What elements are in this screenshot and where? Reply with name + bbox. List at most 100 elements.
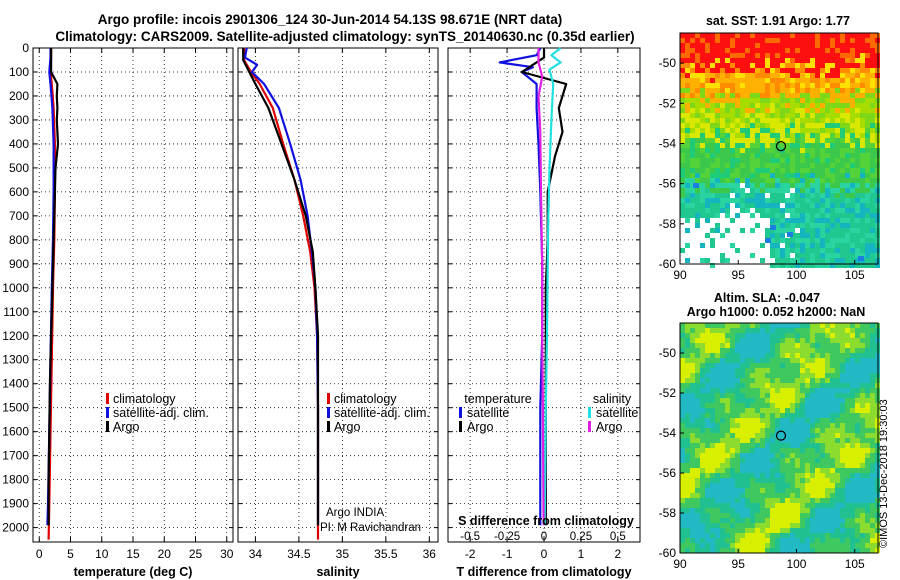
map-cell bbox=[775, 63, 780, 68]
map-cell bbox=[870, 548, 875, 553]
map-cell bbox=[695, 213, 700, 218]
map-cell bbox=[780, 38, 785, 43]
map-cell bbox=[690, 488, 695, 493]
map-cell bbox=[735, 418, 740, 423]
map-cell bbox=[845, 113, 850, 118]
map-cell bbox=[860, 248, 865, 253]
map-cell bbox=[860, 333, 865, 338]
map-cell bbox=[695, 103, 700, 108]
map-cell bbox=[705, 358, 710, 363]
map-cell bbox=[740, 508, 745, 513]
map-cell bbox=[780, 138, 785, 143]
map-cell bbox=[740, 323, 745, 328]
map-cell bbox=[770, 323, 775, 328]
map-cell bbox=[700, 63, 705, 68]
map-cell bbox=[750, 473, 755, 478]
map-cell bbox=[800, 448, 805, 453]
map-cell bbox=[810, 358, 815, 363]
map-cell bbox=[755, 118, 760, 123]
map-cell bbox=[730, 503, 735, 508]
map-cell bbox=[810, 83, 815, 88]
map-cell bbox=[680, 88, 685, 93]
map-cell bbox=[705, 503, 710, 508]
map-cell bbox=[830, 428, 835, 433]
map-cell bbox=[695, 48, 700, 53]
map-cell bbox=[805, 223, 810, 228]
map-cell bbox=[710, 453, 715, 458]
map-cell bbox=[845, 33, 850, 38]
map-cell bbox=[815, 508, 820, 513]
map-cell bbox=[735, 338, 740, 343]
map-cell bbox=[865, 218, 870, 223]
map-cell bbox=[835, 108, 840, 113]
map-cell bbox=[685, 73, 690, 78]
map-cell bbox=[815, 243, 820, 248]
map-cell bbox=[835, 238, 840, 243]
map-cell bbox=[710, 203, 715, 208]
map-cell bbox=[685, 503, 690, 508]
map-cell bbox=[765, 133, 770, 138]
map-cell bbox=[705, 38, 710, 43]
map-cell bbox=[805, 263, 810, 268]
map-cell bbox=[865, 128, 870, 133]
map-cell bbox=[835, 263, 840, 268]
map-cell bbox=[735, 263, 740, 268]
y-tick-label: -52 bbox=[659, 96, 677, 110]
map-cell bbox=[770, 168, 775, 173]
map-cell bbox=[845, 63, 850, 68]
map-cell bbox=[685, 423, 690, 428]
map-cell bbox=[810, 408, 815, 413]
map-cell bbox=[815, 383, 820, 388]
map-cell bbox=[830, 198, 835, 203]
map-cell bbox=[835, 58, 840, 63]
map-cell bbox=[855, 378, 860, 383]
map-cell bbox=[755, 428, 760, 433]
map-cell bbox=[820, 478, 825, 483]
map-cell bbox=[730, 533, 735, 538]
map-cell bbox=[700, 33, 705, 38]
map-cell bbox=[870, 193, 875, 198]
map-cell bbox=[790, 248, 795, 253]
map-cell bbox=[730, 183, 735, 188]
map-cell bbox=[815, 188, 820, 193]
map-cell bbox=[860, 413, 865, 418]
map-cell bbox=[835, 323, 840, 328]
map-cell bbox=[850, 233, 855, 238]
map-cell bbox=[840, 228, 845, 233]
map-cell bbox=[790, 523, 795, 528]
map-cell bbox=[780, 168, 785, 173]
map-cell bbox=[850, 58, 855, 63]
map-cell bbox=[835, 513, 840, 518]
map-cell bbox=[720, 158, 725, 163]
map-cell bbox=[735, 163, 740, 168]
map-cell bbox=[840, 123, 845, 128]
map-cell bbox=[780, 338, 785, 343]
map-cell bbox=[800, 383, 805, 388]
map-cell bbox=[840, 248, 845, 253]
map-cell bbox=[690, 453, 695, 458]
map-cell bbox=[830, 263, 835, 268]
map-cell bbox=[735, 198, 740, 203]
map-cell bbox=[725, 163, 730, 168]
map-cell bbox=[760, 403, 765, 408]
map-cell bbox=[770, 483, 775, 488]
map-cell bbox=[725, 483, 730, 488]
map-cell bbox=[865, 178, 870, 183]
map-cell bbox=[695, 468, 700, 473]
map-cell bbox=[750, 483, 755, 488]
map-cell bbox=[870, 153, 875, 158]
map-cell bbox=[705, 148, 710, 153]
map-cell bbox=[750, 468, 755, 473]
map-cell bbox=[805, 498, 810, 503]
map-cell bbox=[715, 323, 720, 328]
map-cell bbox=[770, 433, 775, 438]
map-cell bbox=[845, 38, 850, 43]
map-cell bbox=[765, 33, 770, 38]
map-cell bbox=[735, 498, 740, 503]
map-cell bbox=[770, 148, 775, 153]
map-cell bbox=[775, 488, 780, 493]
map-cell bbox=[785, 238, 790, 243]
map-cell bbox=[815, 453, 820, 458]
map-cell bbox=[870, 368, 875, 373]
map-cell bbox=[870, 98, 875, 103]
